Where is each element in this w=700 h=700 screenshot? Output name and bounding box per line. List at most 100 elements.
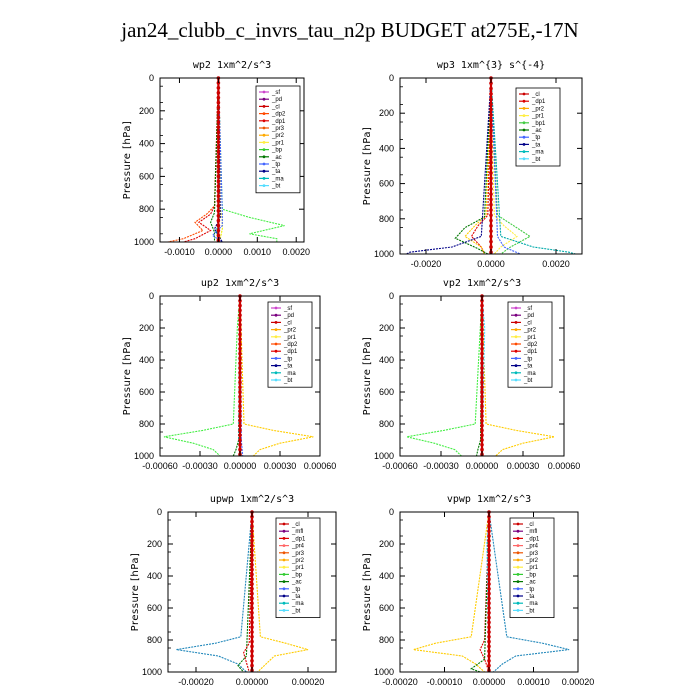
legend-label: _ta: [271, 169, 281, 175]
series-point-cl: [238, 414, 242, 418]
series-point-cl: [489, 213, 493, 218]
legend-marker: [516, 565, 520, 569]
series-point-cl: [250, 601, 254, 605]
x-tick-label: 0.00000: [466, 461, 499, 471]
y-tick-label: 1000: [134, 451, 154, 461]
x-tick-label: -0.00060: [382, 461, 418, 471]
series-point-cl: [250, 524, 254, 529]
series-point-cl: [216, 223, 221, 228]
series-point-cl: [480, 423, 484, 428]
y-tick-label: 600: [139, 171, 154, 181]
x-tick-label: 0.00010: [517, 677, 550, 687]
series-point-cl: [480, 419, 484, 423]
legend-label: _cl: [523, 320, 532, 326]
series-point-cl: [216, 140, 221, 144]
series-point-cl: [489, 234, 493, 239]
legend-label: _ac: [525, 580, 536, 586]
series-point-cl: [480, 438, 484, 442]
series-point-cl: [480, 351, 484, 356]
y-tick-label: 0: [389, 291, 394, 301]
y-axis-label: Pressure [hPa]: [362, 553, 373, 632]
x-tick-label: 0.00020: [292, 677, 325, 687]
x-tick-label: -0.00020: [382, 677, 418, 687]
series-point-cl: [238, 399, 242, 404]
legend-marker: [514, 371, 518, 375]
series-point-cl: [238, 303, 242, 308]
legend-label: _ta: [523, 364, 533, 370]
series-point-cl: [238, 428, 242, 433]
x-tick-label: -0.00030: [423, 461, 459, 471]
panel-6: vpwp 1xm^2/s^3 Pressure [hPa] 0 200 400 600 80…: [362, 494, 594, 687]
series-point-cl: [238, 308, 242, 313]
series-point-cl: [489, 86, 493, 91]
y-tick-label: 200: [379, 323, 394, 333]
plot-frame: [159, 77, 305, 243]
legend-label: _cl: [291, 522, 300, 528]
y-tick-label: 200: [379, 539, 394, 549]
legend-marker: [282, 558, 286, 562]
series-point-cl: [238, 375, 242, 380]
legend-label: _bt: [291, 608, 301, 614]
series-point-cl: [487, 639, 491, 644]
x-tick-label: -0.00020: [178, 677, 214, 687]
series-point-cl: [238, 433, 242, 438]
x-tick-label: 0.00000: [236, 677, 269, 687]
series-point-cl: [216, 169, 221, 174]
series-point-cl: [489, 245, 493, 249]
legend-label: _ac: [271, 155, 282, 161]
y-axis-label: Pressure [hPa]: [362, 127, 373, 206]
series-point-cl: [216, 105, 221, 110]
panel-1: wp2 1xm^2/s^3 Pressure [hPa] 0 200 400 600 800…: [122, 60, 310, 257]
series-point-cl: [489, 92, 493, 96]
panel-3: up2 1xm^2/s^3 Pressure [hPa] 0 200 400 600 800…: [122, 278, 336, 471]
series-point-cl: [487, 591, 491, 596]
series-point-cl: [489, 107, 493, 112]
y-tick-label: 200: [139, 323, 154, 333]
series-point-cl: [489, 181, 493, 186]
legend-marker: [522, 128, 526, 132]
series-point-cl: [480, 380, 484, 385]
legend-label: _pr4: [525, 544, 539, 550]
series-line-pr1: [413, 511, 490, 673]
legend-label: _pd: [271, 97, 282, 103]
series-point-cl: [480, 404, 484, 409]
series-point-cl: [250, 620, 254, 625]
series-point-cl: [238, 313, 242, 318]
series-point-cl: [250, 635, 254, 639]
y-tick-label: 0: [389, 507, 394, 517]
y-tick-label: 1000: [374, 249, 394, 259]
legend-label: _pr2: [523, 328, 537, 334]
series-point-cl: [238, 342, 242, 346]
series-point-cl: [238, 337, 242, 342]
legend-label: _mfl: [525, 529, 537, 535]
y-axis-label: Pressure [hPa]: [130, 553, 141, 632]
legend-label: _pd: [523, 313, 534, 319]
series-point-cl: [487, 558, 491, 562]
series-point-cl: [489, 165, 493, 170]
series-line-dp1: [183, 77, 219, 243]
panel-title: up2 1xm^2/s^3: [201, 278, 279, 289]
legend-marker: [514, 321, 518, 324]
legend-marker: [514, 313, 518, 317]
series-point-cl: [489, 192, 493, 196]
legend-label: _ma: [271, 176, 284, 182]
series-point-cl: [216, 159, 221, 164]
series-point-cl: [487, 596, 491, 601]
series-point-cl: [489, 97, 493, 101]
legend-label: _tp: [523, 356, 533, 362]
legend-label: _sf: [283, 306, 292, 312]
legend-marker: [522, 92, 526, 96]
legend-marker: [522, 99, 526, 103]
series-point-cl: [487, 630, 491, 634]
series-line-pr1: [490, 77, 518, 255]
series-point-cl: [216, 125, 221, 129]
x-tick-label: 0.0000: [205, 247, 233, 257]
series-line-dp2: [163, 295, 241, 457]
series-point-cl: [487, 654, 491, 658]
legend-label: _ma: [283, 371, 296, 377]
series-line-bp1: [490, 77, 532, 255]
legend-label: _pr1: [523, 335, 537, 341]
legend-label: _pr2: [271, 133, 285, 139]
series-point-cl: [480, 447, 484, 452]
series-point-cl: [238, 318, 242, 322]
